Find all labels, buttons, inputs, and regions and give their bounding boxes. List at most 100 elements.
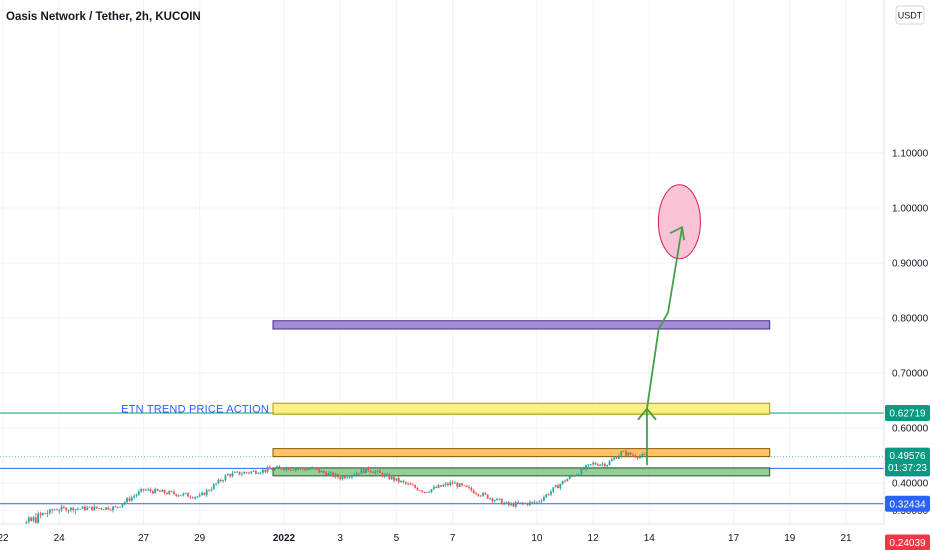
x-tick-label: 21: [840, 533, 852, 544]
candle: [255, 469, 257, 475]
x-tick-label: 22: [0, 533, 9, 544]
candle: [372, 470, 374, 474]
candle-body: [266, 467, 269, 472]
candle-body: [79, 508, 82, 510]
candle: [121, 504, 124, 509]
candle: [587, 464, 590, 468]
zone-rectangle[interactable]: [272, 320, 771, 330]
candle: [154, 487, 157, 494]
countdown-timer: 01:37:23: [888, 463, 927, 474]
candle-body: [130, 497, 133, 501]
candle: [257, 472, 260, 475]
candle: [313, 467, 316, 470]
candle: [589, 464, 592, 467]
candle-body: [500, 498, 503, 505]
candle-body: [641, 454, 644, 457]
candle: [358, 473, 360, 476]
zone-rectangles[interactable]: [272, 320, 771, 477]
candle: [147, 487, 150, 491]
candle-body: [454, 482, 456, 484]
candle: [196, 495, 199, 499]
candle-body: [390, 476, 393, 480]
candle: [140, 487, 143, 494]
candle-body: [407, 483, 410, 485]
candle-body: [468, 487, 470, 488]
candle-body: [571, 475, 573, 477]
candle-body: [589, 464, 592, 466]
candle: [144, 488, 147, 492]
candle: [428, 490, 431, 493]
target-ellipse[interactable]: [657, 184, 701, 260]
candle: [388, 472, 391, 480]
candle-body: [144, 489, 147, 491]
candle-body: [517, 502, 520, 504]
candle-body: [559, 484, 562, 489]
candle-body: [477, 493, 480, 496]
candle: [449, 480, 452, 487]
candle-body: [538, 501, 541, 503]
x-tick-label: 17: [728, 533, 740, 544]
candle-body: [355, 473, 358, 475]
candle-body: [503, 502, 506, 505]
candle: [390, 476, 393, 480]
currency-button[interactable]: USDT: [895, 5, 925, 25]
y-axis-panel[interactable]: [884, 0, 932, 524]
candle-body: [86, 507, 89, 511]
candle-body: [217, 479, 220, 484]
candle: [329, 470, 332, 476]
candle-body: [496, 498, 498, 501]
candle: [348, 475, 351, 479]
candle-body: [545, 494, 548, 498]
candle: [133, 493, 136, 500]
candle-body: [547, 494, 550, 496]
candle: [252, 469, 255, 472]
zone-rectangle[interactable]: [272, 402, 771, 415]
candle: [610, 457, 613, 462]
candle-body: [210, 489, 213, 491]
drawing-overlay[interactable]: ETN TREND PRICE ACTION: [121, 184, 701, 466]
candle: [262, 467, 264, 475]
candle-body: [404, 481, 407, 484]
candle-body: [91, 506, 93, 511]
candle-body: [416, 487, 419, 491]
zone-rectangle[interactable]: [272, 448, 771, 458]
candle: [84, 505, 86, 512]
candle: [479, 494, 482, 497]
candle: [318, 469, 321, 474]
candle: [142, 488, 145, 493]
candle-body: [425, 492, 428, 493]
currency-button-box[interactable]: [895, 5, 925, 25]
annotation-text[interactable]: ETN TREND PRICE ACTION: [121, 403, 269, 415]
price-level-tag: [885, 405, 930, 422]
candle: [585, 464, 587, 472]
candle: [100, 507, 103, 510]
x-tick-label: 29: [194, 533, 206, 544]
candle-body: [74, 509, 77, 510]
candle-body: [346, 477, 349, 479]
currency-button-label[interactable]: USDT: [898, 11, 923, 21]
candle: [617, 454, 620, 460]
candle: [219, 478, 222, 483]
candle-body: [400, 480, 402, 483]
candle-body: [482, 492, 484, 496]
candle-body: [372, 472, 374, 474]
candle: [208, 489, 210, 492]
candle-body: [507, 502, 510, 505]
x-axis-panel[interactable]: [0, 524, 932, 550]
candle: [435, 485, 438, 489]
candle-body: [351, 475, 353, 478]
candle: [521, 501, 524, 506]
candle: [505, 501, 508, 504]
candle: [456, 481, 459, 489]
candle: [114, 505, 117, 508]
zone-rectangle[interactable]: [272, 467, 771, 477]
candle: [571, 474, 573, 478]
candle-body: [276, 466, 278, 469]
candle-body: [191, 497, 194, 499]
candle-body: [325, 472, 328, 476]
candle: [119, 506, 121, 508]
candle: [545, 493, 548, 499]
projection-arrow-line[interactable]: [646, 227, 683, 466]
candle: [215, 483, 217, 486]
